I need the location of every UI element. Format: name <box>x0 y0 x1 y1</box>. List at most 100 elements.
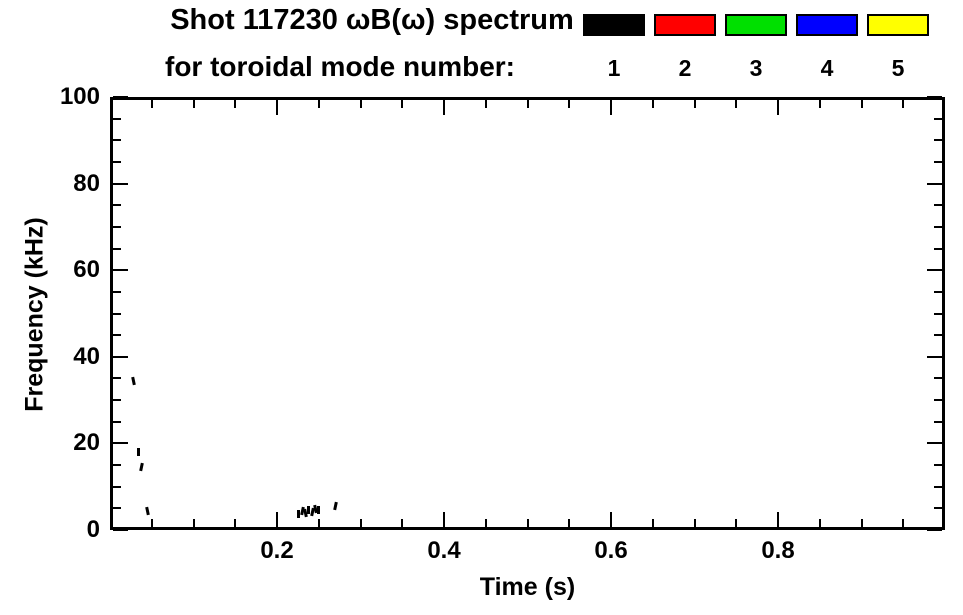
data-point <box>307 506 311 515</box>
y-major-tick <box>113 442 128 445</box>
chart-title: Shot 117230 ωB(ω) spectrum <box>170 4 574 36</box>
x-minor-tick <box>735 519 738 527</box>
x-minor-tick <box>484 519 487 527</box>
y-major-tick-right <box>927 529 942 531</box>
y-minor-tick-right <box>934 420 942 423</box>
data-point <box>297 509 301 518</box>
y-minor-tick <box>113 160 121 163</box>
x-major-tick-top <box>777 100 779 115</box>
y-minor-tick <box>113 290 121 293</box>
y-major-tick-right <box>927 182 942 185</box>
legend-swatch-5 <box>867 14 929 36</box>
x-minor-tick-top <box>317 100 320 108</box>
y-minor-tick-right <box>934 247 942 250</box>
y-major-tick-right <box>927 96 942 98</box>
y-major-tick-right <box>927 442 942 445</box>
x-tick-label: 0.6 <box>594 537 628 564</box>
mode-legend: 1 2 3 4 5 <box>583 14 929 82</box>
x-major-tick <box>443 512 445 527</box>
x-minor-tick-top <box>651 100 654 108</box>
x-minor-tick <box>359 519 362 527</box>
legend-entry-4: 4 <box>796 14 858 82</box>
x-minor-tick <box>693 519 696 527</box>
x-major-tick-top <box>276 100 278 115</box>
x-major-tick <box>276 512 278 527</box>
legend-swatch-4 <box>796 14 858 36</box>
y-minor-tick-right <box>934 225 942 228</box>
x-major-tick <box>777 512 779 527</box>
y-major-tick <box>113 182 128 185</box>
x-major-tick-top <box>610 100 612 115</box>
x-minor-tick-top <box>150 100 153 108</box>
y-minor-tick-right <box>934 334 942 337</box>
x-major-tick <box>610 512 612 527</box>
y-tick-label: 60 <box>73 256 100 284</box>
legend-entry-2: 2 <box>654 14 716 82</box>
legend-label-5: 5 <box>891 55 905 81</box>
x-minor-tick <box>234 519 237 527</box>
y-minor-tick <box>113 464 121 467</box>
y-minor-tick-right <box>934 204 942 207</box>
x-minor-tick-top <box>484 100 487 108</box>
y-minor-tick-right <box>934 117 942 120</box>
y-tick-label: 20 <box>73 429 100 457</box>
y-major-tick <box>113 529 128 531</box>
legend-entry-5: 5 <box>867 14 929 82</box>
y-major-tick <box>113 355 128 358</box>
x-minor-tick-top <box>401 100 404 108</box>
y-minor-tick <box>113 377 121 380</box>
legend-swatch-2 <box>654 14 716 36</box>
y-major-tick <box>113 96 128 98</box>
y-minor-tick <box>113 420 121 423</box>
y-minor-tick-right <box>934 160 942 163</box>
y-minor-tick <box>113 485 121 488</box>
y-minor-tick-right <box>934 290 942 293</box>
y-minor-tick-right <box>934 139 942 142</box>
x-minor-tick <box>902 519 905 527</box>
x-tick-label: 0.4 <box>427 537 461 564</box>
x-minor-tick-top <box>568 100 571 108</box>
y-tick-label: 100 <box>59 83 100 110</box>
y-axis-label: Frequency (kHz) <box>20 217 49 412</box>
y-minor-tick <box>113 117 121 120</box>
x-minor-tick-top <box>902 100 905 108</box>
y-tick-label: 80 <box>73 169 100 197</box>
y-tick-label: 0 <box>86 516 100 543</box>
data-point <box>136 448 140 457</box>
x-minor-tick-top <box>234 100 237 108</box>
legend-label-2: 2 <box>678 55 692 81</box>
legend-swatch-3 <box>725 14 787 36</box>
x-minor-tick-top <box>735 100 738 108</box>
x-minor-tick-top <box>192 100 195 108</box>
x-minor-tick <box>150 519 153 527</box>
legend-entry-1: 1 <box>583 14 645 82</box>
x-minor-tick <box>568 519 571 527</box>
x-minor-tick <box>192 519 195 527</box>
x-tick-label: 0.8 <box>761 537 795 564</box>
y-minor-tick <box>113 247 121 250</box>
y-minor-tick-right <box>934 507 942 510</box>
legend-label-4: 4 <box>820 55 834 81</box>
x-minor-tick <box>401 519 404 527</box>
x-minor-tick-top <box>526 100 529 108</box>
y-minor-tick <box>113 399 121 402</box>
y-minor-tick <box>113 334 121 337</box>
x-minor-tick <box>526 519 529 527</box>
y-minor-tick-right <box>934 312 942 315</box>
x-minor-tick <box>818 519 821 527</box>
y-minor-tick <box>113 507 121 510</box>
y-tick-label: 40 <box>73 342 100 370</box>
y-minor-tick-right <box>934 399 942 402</box>
y-minor-tick <box>113 312 121 315</box>
y-minor-tick-right <box>934 464 942 467</box>
x-major-tick-top <box>443 100 445 115</box>
x-tick-label: 0.2 <box>260 537 294 564</box>
x-minor-tick <box>651 519 654 527</box>
y-minor-tick <box>113 204 121 207</box>
x-minor-tick <box>860 519 863 527</box>
legend-label-1: 1 <box>607 55 621 81</box>
y-major-tick <box>113 269 128 272</box>
y-major-tick-right <box>927 269 942 272</box>
y-minor-tick <box>113 139 121 142</box>
